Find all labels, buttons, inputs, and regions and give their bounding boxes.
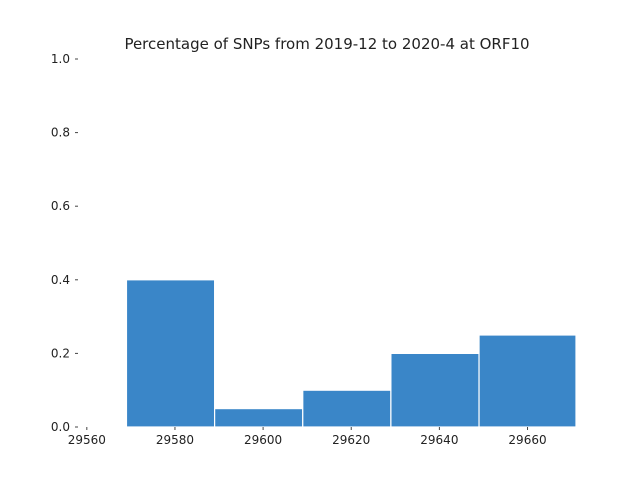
y-tick-label: 0.8 bbox=[51, 126, 70, 140]
y-tick-label: 0.4 bbox=[51, 273, 70, 287]
bars-group bbox=[126, 280, 576, 427]
chart-title: Percentage of SNPs from 2019-12 to 2020-… bbox=[124, 35, 529, 53]
y-tick-label: 0.6 bbox=[51, 199, 70, 213]
y-tick-label: 0.2 bbox=[51, 346, 70, 360]
x-tick-label: 29560 bbox=[68, 433, 106, 447]
x-tick-label: 29600 bbox=[244, 433, 282, 447]
histogram-bar-4 bbox=[391, 353, 479, 427]
histogram-bar-3 bbox=[303, 390, 391, 427]
y-axis: 0.0 0.2 0.4 0.6 0.8 1.0 bbox=[51, 52, 78, 434]
x-tick-label: 29660 bbox=[508, 433, 546, 447]
histogram-bar-2 bbox=[215, 409, 303, 427]
histogram-bar-5 bbox=[479, 335, 576, 427]
y-tick-label: 0.0 bbox=[51, 420, 70, 434]
x-tick-label: 29580 bbox=[156, 433, 194, 447]
x-tick-label: 29620 bbox=[332, 433, 370, 447]
histogram-bar-1 bbox=[126, 280, 214, 427]
x-axis: 29560 29580 29600 29620 29640 29660 bbox=[68, 427, 547, 447]
y-tick-label: 1.0 bbox=[51, 52, 70, 66]
x-tick-label: 29640 bbox=[420, 433, 458, 447]
